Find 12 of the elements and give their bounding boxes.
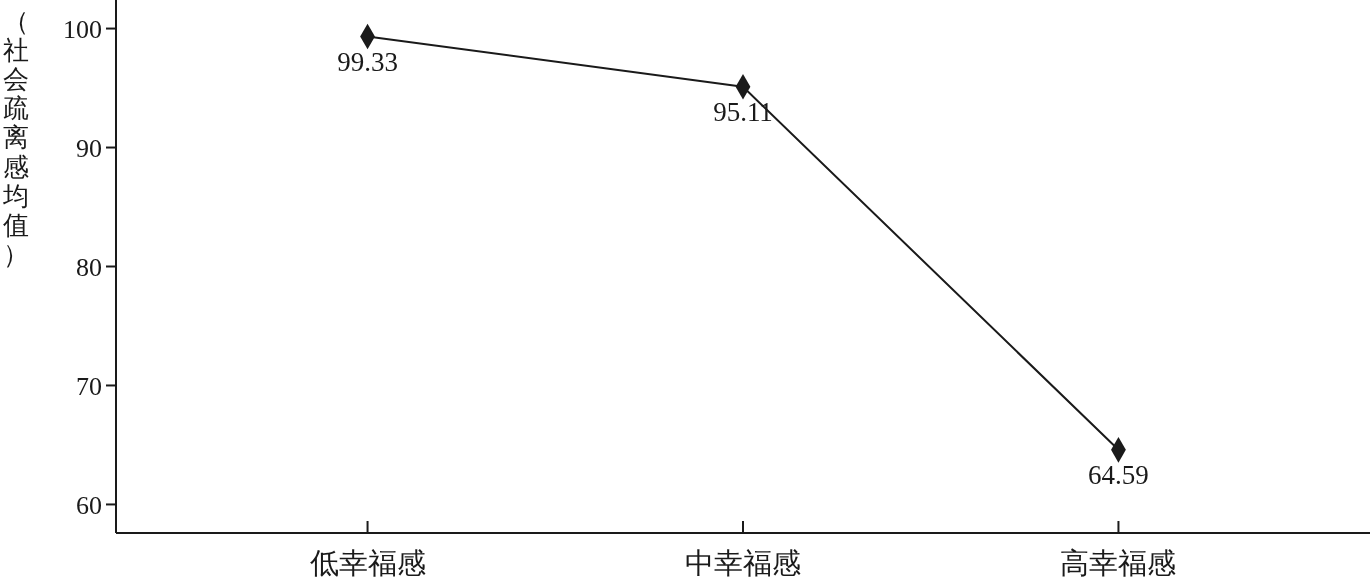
text: （社会疏离感均值） xyxy=(3,7,29,269)
x-tick-label: 中幸福感 xyxy=(685,547,801,579)
x-tick-label: 低幸福感 xyxy=(309,547,426,579)
y-tick-label: 100 xyxy=(63,14,102,44)
y-tick-label: 90 xyxy=(76,133,102,163)
data-label: 64.59 xyxy=(1088,459,1149,490)
x-tick-label: 高幸福感 xyxy=(1060,547,1177,579)
y-tick-label: 80 xyxy=(76,252,102,282)
data-label: 95.11 xyxy=(713,96,773,127)
data-label: 99.33 xyxy=(337,46,398,77)
y-tick-label: 60 xyxy=(76,490,102,520)
y-tick-label: 70 xyxy=(76,371,102,401)
